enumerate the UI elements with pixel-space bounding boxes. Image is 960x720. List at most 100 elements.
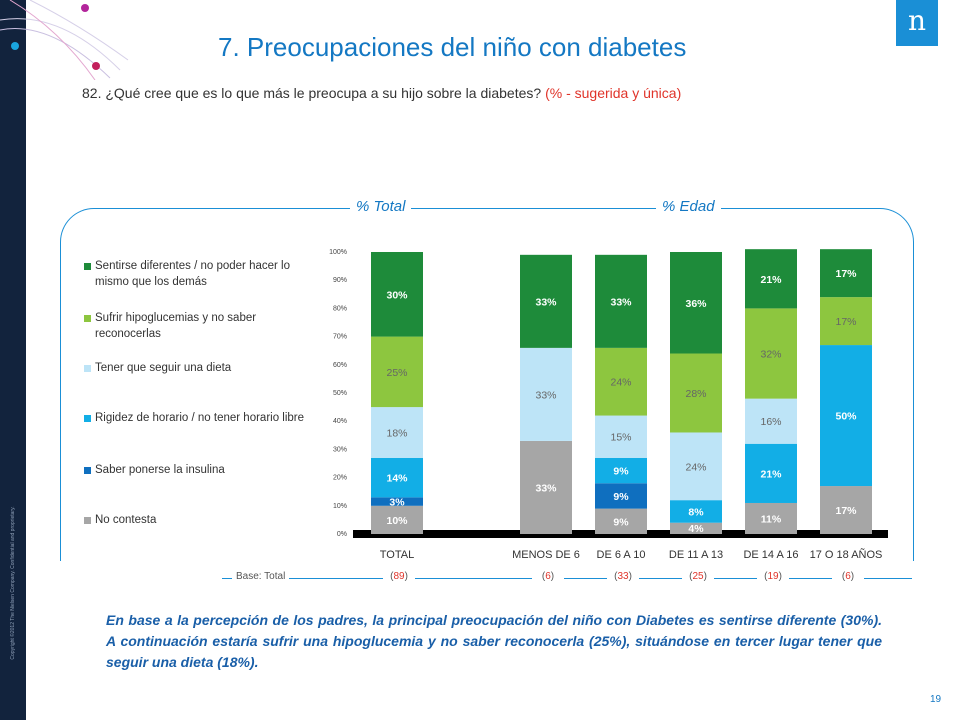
base-count: (25)	[682, 571, 714, 582]
legend-swatch	[84, 263, 91, 270]
base-count: (33)	[607, 571, 639, 582]
bar-segment	[820, 297, 872, 346]
legend-label: Tener que seguir una dieta	[95, 362, 232, 374]
bar-segment	[371, 505, 423, 534]
data-label: 50%	[835, 411, 857, 423]
legend-label: No contesta	[95, 514, 157, 526]
conclusion-text: En base a la percepción de los padres, l…	[106, 612, 882, 670]
question-note: (% - sugerida y única)	[545, 85, 682, 101]
data-label: 3%	[389, 497, 405, 509]
bar-segment	[745, 308, 797, 399]
bar-segment	[670, 252, 722, 354]
base-count: (89)	[383, 571, 415, 582]
section-total-header: % Total	[350, 198, 412, 215]
bar-segment	[371, 252, 423, 337]
bar-segment	[670, 522, 722, 534]
data-label: 36%	[685, 298, 707, 310]
data-label: 16%	[760, 416, 781, 428]
x-tick-label: MENOS DE 6	[512, 549, 580, 561]
bar-segment	[670, 500, 722, 523]
bar-segment	[371, 457, 423, 498]
page-title: 7. Preocupaciones del niño con diabetes	[218, 32, 687, 62]
x-tick-label: 17 O 18 AÑOS	[810, 548, 883, 561]
data-label: 28%	[685, 388, 706, 400]
legend-swatch	[84, 315, 91, 322]
page-number: 19	[930, 694, 942, 705]
bar-segment	[520, 347, 572, 441]
base-count: (19)	[757, 571, 789, 582]
data-label: 15%	[610, 432, 631, 444]
data-label: 18%	[386, 427, 407, 439]
bar-segment	[745, 249, 797, 309]
question-text: 82. ¿Qué cree que es lo que más le preoc…	[82, 85, 681, 101]
y-tick-label: 80%	[333, 305, 347, 312]
data-label: 33%	[535, 482, 557, 494]
base-label: Base: Total	[232, 571, 290, 582]
bar-segment	[371, 407, 423, 458]
y-tick-label: 100%	[329, 249, 347, 256]
bar-segment	[595, 415, 647, 458]
y-tick-label: 10%	[333, 503, 347, 510]
y-tick-label: 20%	[333, 475, 347, 482]
question-label: 82. ¿Qué cree que es lo que más le preoc…	[82, 85, 542, 101]
legend-swatch	[84, 415, 91, 422]
data-label: 8%	[688, 506, 704, 518]
bar-segment	[670, 432, 722, 501]
decorative-swirl	[0, 0, 129, 80]
data-label: 32%	[760, 349, 781, 361]
bar-segment	[520, 440, 572, 534]
legend-label: Rigidez de horario / no tener horario li…	[95, 412, 305, 424]
y-tick-label: 40%	[333, 418, 347, 425]
legend-swatch	[84, 365, 91, 372]
bar-segment	[595, 457, 647, 484]
data-label: 9%	[613, 516, 629, 528]
data-label: 17%	[835, 505, 857, 517]
data-label: 4%	[688, 523, 704, 535]
data-label: 11%	[761, 513, 782, 525]
y-tick-label: 90%	[333, 277, 347, 284]
legend-label: Sentirse diferentes / no poder hacer lo …	[95, 260, 290, 288]
bar-segment	[820, 345, 872, 487]
stacked-bar-chart: 0% 10% 20% 30% 40% 50% 60% 70% 80% 90% 100% 10% 3% 14…	[329, 249, 888, 561]
base-divider	[222, 578, 912, 579]
bar-segment	[520, 254, 572, 348]
legend-label: Saber ponerse la insulina	[95, 464, 225, 476]
y-tick-label: 30%	[333, 446, 347, 453]
nielsen-logo: n	[896, 0, 938, 46]
chart-frame	[60, 208, 914, 561]
bar-segment	[371, 336, 423, 408]
left-sidebar: Copyright ©2012 The Nielsen Company. Con…	[0, 0, 26, 720]
data-label: 21%	[760, 468, 782, 480]
data-label: 33%	[610, 296, 632, 308]
data-label: 9%	[613, 491, 629, 503]
bar-segment	[595, 508, 647, 534]
y-tick-label: 60%	[333, 362, 347, 369]
data-label: 33%	[535, 296, 557, 308]
data-label: 24%	[685, 461, 706, 473]
data-label: 9%	[613, 466, 629, 478]
data-label: 33%	[535, 389, 556, 401]
data-label: 25%	[386, 367, 407, 379]
base-count: (6)	[532, 571, 564, 582]
data-label: 24%	[610, 377, 631, 389]
x-tick-label: DE 11 A 13	[669, 549, 723, 561]
data-label: 30%	[386, 289, 408, 301]
bar-segment	[745, 443, 797, 503]
y-tick-label: 50%	[333, 390, 347, 397]
data-label: 17%	[835, 316, 856, 328]
section-age-header: % Edad	[656, 198, 721, 215]
legend-swatch	[84, 517, 91, 524]
bar-segment	[595, 347, 647, 416]
data-label: 21%	[760, 274, 782, 286]
bar-segment	[820, 249, 872, 298]
y-tick-label: 70%	[333, 334, 347, 341]
base-count: (6)	[832, 571, 864, 582]
bar-segment	[595, 254, 647, 348]
x-tick-label: DE 6 A 10	[597, 549, 646, 561]
bar-segment	[371, 497, 423, 506]
legend-label: Sufrir hipoglucemias y no saber reconoce…	[95, 312, 257, 340]
x-tick-label: DE 14 A 16	[743, 549, 798, 561]
y-tick-label: 0%	[337, 531, 347, 538]
copyright-text: Copyright ©2012 The Nielsen Company. Con…	[10, 506, 16, 660]
bar-segment	[745, 502, 797, 534]
